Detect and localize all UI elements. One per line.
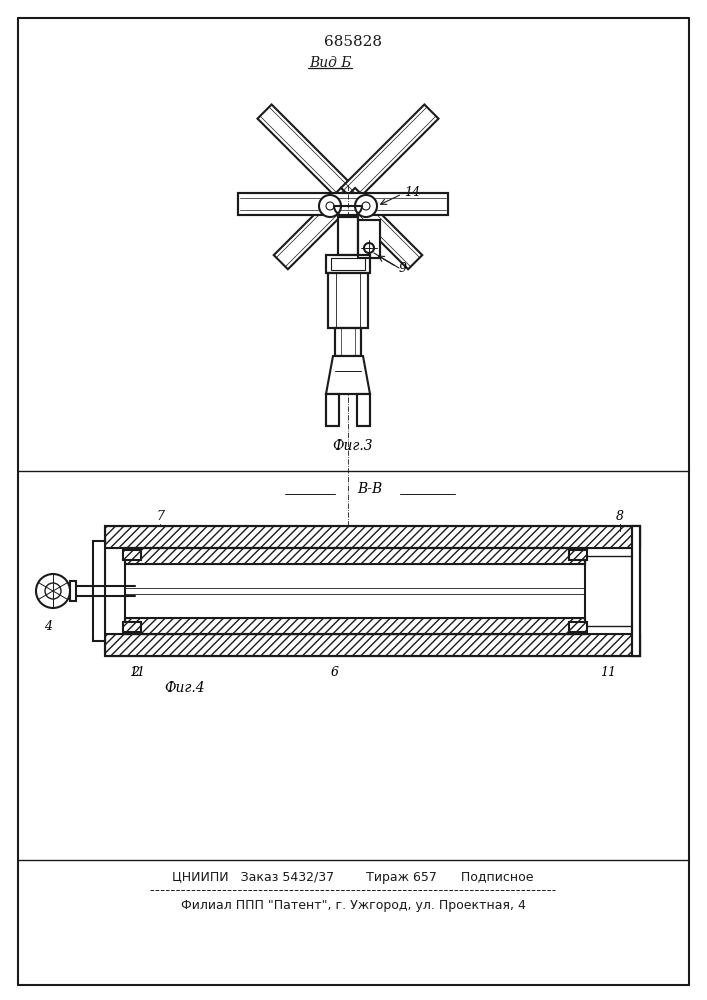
Circle shape — [36, 574, 70, 608]
Bar — [335, 328, 361, 356]
Bar — [632, 526, 640, 656]
Bar — [238, 193, 448, 215]
Text: ЦНИИПИ   Заказ 5432/37        Тираж 657      Подписное: ЦНИИПИ Заказ 5432/37 Тираж 657 Подписное — [173, 871, 534, 884]
Bar — [328, 273, 368, 328]
Bar — [358, 220, 380, 258]
Bar — [105, 634, 640, 656]
Text: 2: 2 — [131, 666, 139, 678]
Text: Фиг.3: Фиг.3 — [333, 439, 373, 453]
Circle shape — [45, 583, 61, 599]
Text: В-В: В-В — [357, 482, 382, 496]
Text: 4: 4 — [44, 619, 52, 633]
Polygon shape — [257, 104, 355, 202]
Bar — [632, 526, 640, 656]
Bar — [326, 394, 339, 426]
Bar — [123, 622, 141, 632]
Bar — [105, 526, 640, 548]
Bar — [338, 217, 358, 255]
Bar — [238, 193, 448, 215]
Text: 14: 14 — [404, 186, 420, 200]
Bar — [125, 548, 585, 634]
Bar — [326, 255, 370, 273]
Polygon shape — [341, 104, 438, 202]
Bar — [326, 255, 370, 273]
Bar — [326, 394, 339, 426]
Bar — [93, 541, 105, 641]
Bar — [105, 526, 640, 656]
Bar — [357, 394, 370, 426]
Text: 11: 11 — [129, 666, 145, 678]
Bar — [569, 550, 587, 560]
Circle shape — [326, 202, 334, 210]
Bar — [125, 618, 585, 634]
Bar — [335, 328, 361, 356]
Bar — [125, 548, 585, 634]
Bar — [328, 273, 368, 328]
Bar — [338, 217, 358, 255]
Bar — [70, 581, 76, 601]
Circle shape — [364, 243, 374, 253]
Text: 685828: 685828 — [324, 35, 382, 49]
Bar — [123, 550, 141, 560]
Bar — [105, 634, 640, 656]
Bar — [331, 258, 365, 270]
Circle shape — [362, 202, 370, 210]
Text: Фиг.4: Фиг.4 — [165, 681, 205, 695]
Text: 9: 9 — [399, 261, 407, 274]
Polygon shape — [341, 188, 422, 269]
Text: Филиал ППП "Патент", г. Ужгород, ул. Проектная, 4: Филиал ППП "Патент", г. Ужгород, ул. Про… — [180, 898, 525, 912]
Polygon shape — [326, 356, 370, 394]
Bar — [105, 526, 640, 548]
Bar — [569, 622, 587, 632]
Bar — [569, 622, 587, 632]
Text: 7: 7 — [156, 510, 164, 522]
Bar — [357, 394, 370, 426]
Bar — [125, 548, 585, 564]
Bar — [125, 618, 585, 634]
Text: 11: 11 — [600, 666, 616, 678]
Bar — [123, 550, 141, 560]
Circle shape — [319, 195, 341, 217]
Text: Вид Б: Вид Б — [309, 56, 351, 70]
Bar — [123, 622, 141, 632]
Text: 8: 8 — [616, 510, 624, 522]
Bar — [358, 220, 380, 258]
Polygon shape — [274, 188, 355, 269]
Circle shape — [355, 195, 377, 217]
Bar — [569, 550, 587, 560]
Bar — [125, 548, 585, 564]
Text: 6: 6 — [331, 666, 339, 678]
